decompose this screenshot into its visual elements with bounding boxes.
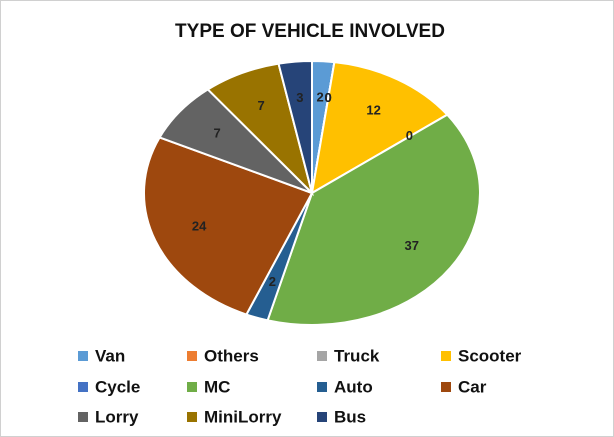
pie-slice (266, 113, 481, 326)
legend-label: Van (95, 346, 125, 365)
legend-swatch (187, 351, 197, 361)
legend-label: Bus (334, 407, 366, 426)
data-label: 37 (404, 238, 418, 253)
data-label: 24 (192, 219, 207, 234)
chart-title: TYPE OF VEHICLE INVOLVED (175, 21, 445, 42)
legend-label: Auto (334, 377, 373, 396)
pie-slice (277, 59, 313, 194)
legend-swatch (317, 412, 327, 422)
legend-swatch (78, 382, 88, 392)
legend-label: MiniLorry (204, 407, 282, 426)
data-label: 3 (296, 90, 303, 105)
legend-swatch (441, 382, 451, 392)
data-label: 0 (325, 90, 332, 105)
data-label: 0 (325, 90, 332, 105)
legend-label: MC (204, 377, 230, 396)
legend-label: Scooter (458, 346, 522, 365)
legend-label: Car (458, 377, 487, 396)
legend-swatch (187, 412, 197, 422)
pie-slice (143, 136, 314, 316)
data-label: 7 (257, 98, 264, 113)
legend-label: Truck (334, 346, 380, 365)
legend-swatch (187, 382, 197, 392)
legend-label: Lorry (95, 407, 139, 426)
data-label: 0 (406, 128, 413, 143)
data-label: 12 (366, 103, 380, 118)
legend-swatch (441, 351, 451, 361)
data-label: 7 (213, 126, 220, 141)
legend-swatch (78, 412, 88, 422)
legend-swatch (317, 382, 327, 392)
data-label: 2 (316, 90, 323, 105)
pie-slice (310, 61, 449, 195)
legend-swatch (317, 351, 327, 361)
legend-swatch (78, 351, 88, 361)
data-label: 2 (269, 274, 276, 289)
legend-label: Others (204, 346, 259, 365)
legend-label: Cycle (95, 377, 140, 396)
